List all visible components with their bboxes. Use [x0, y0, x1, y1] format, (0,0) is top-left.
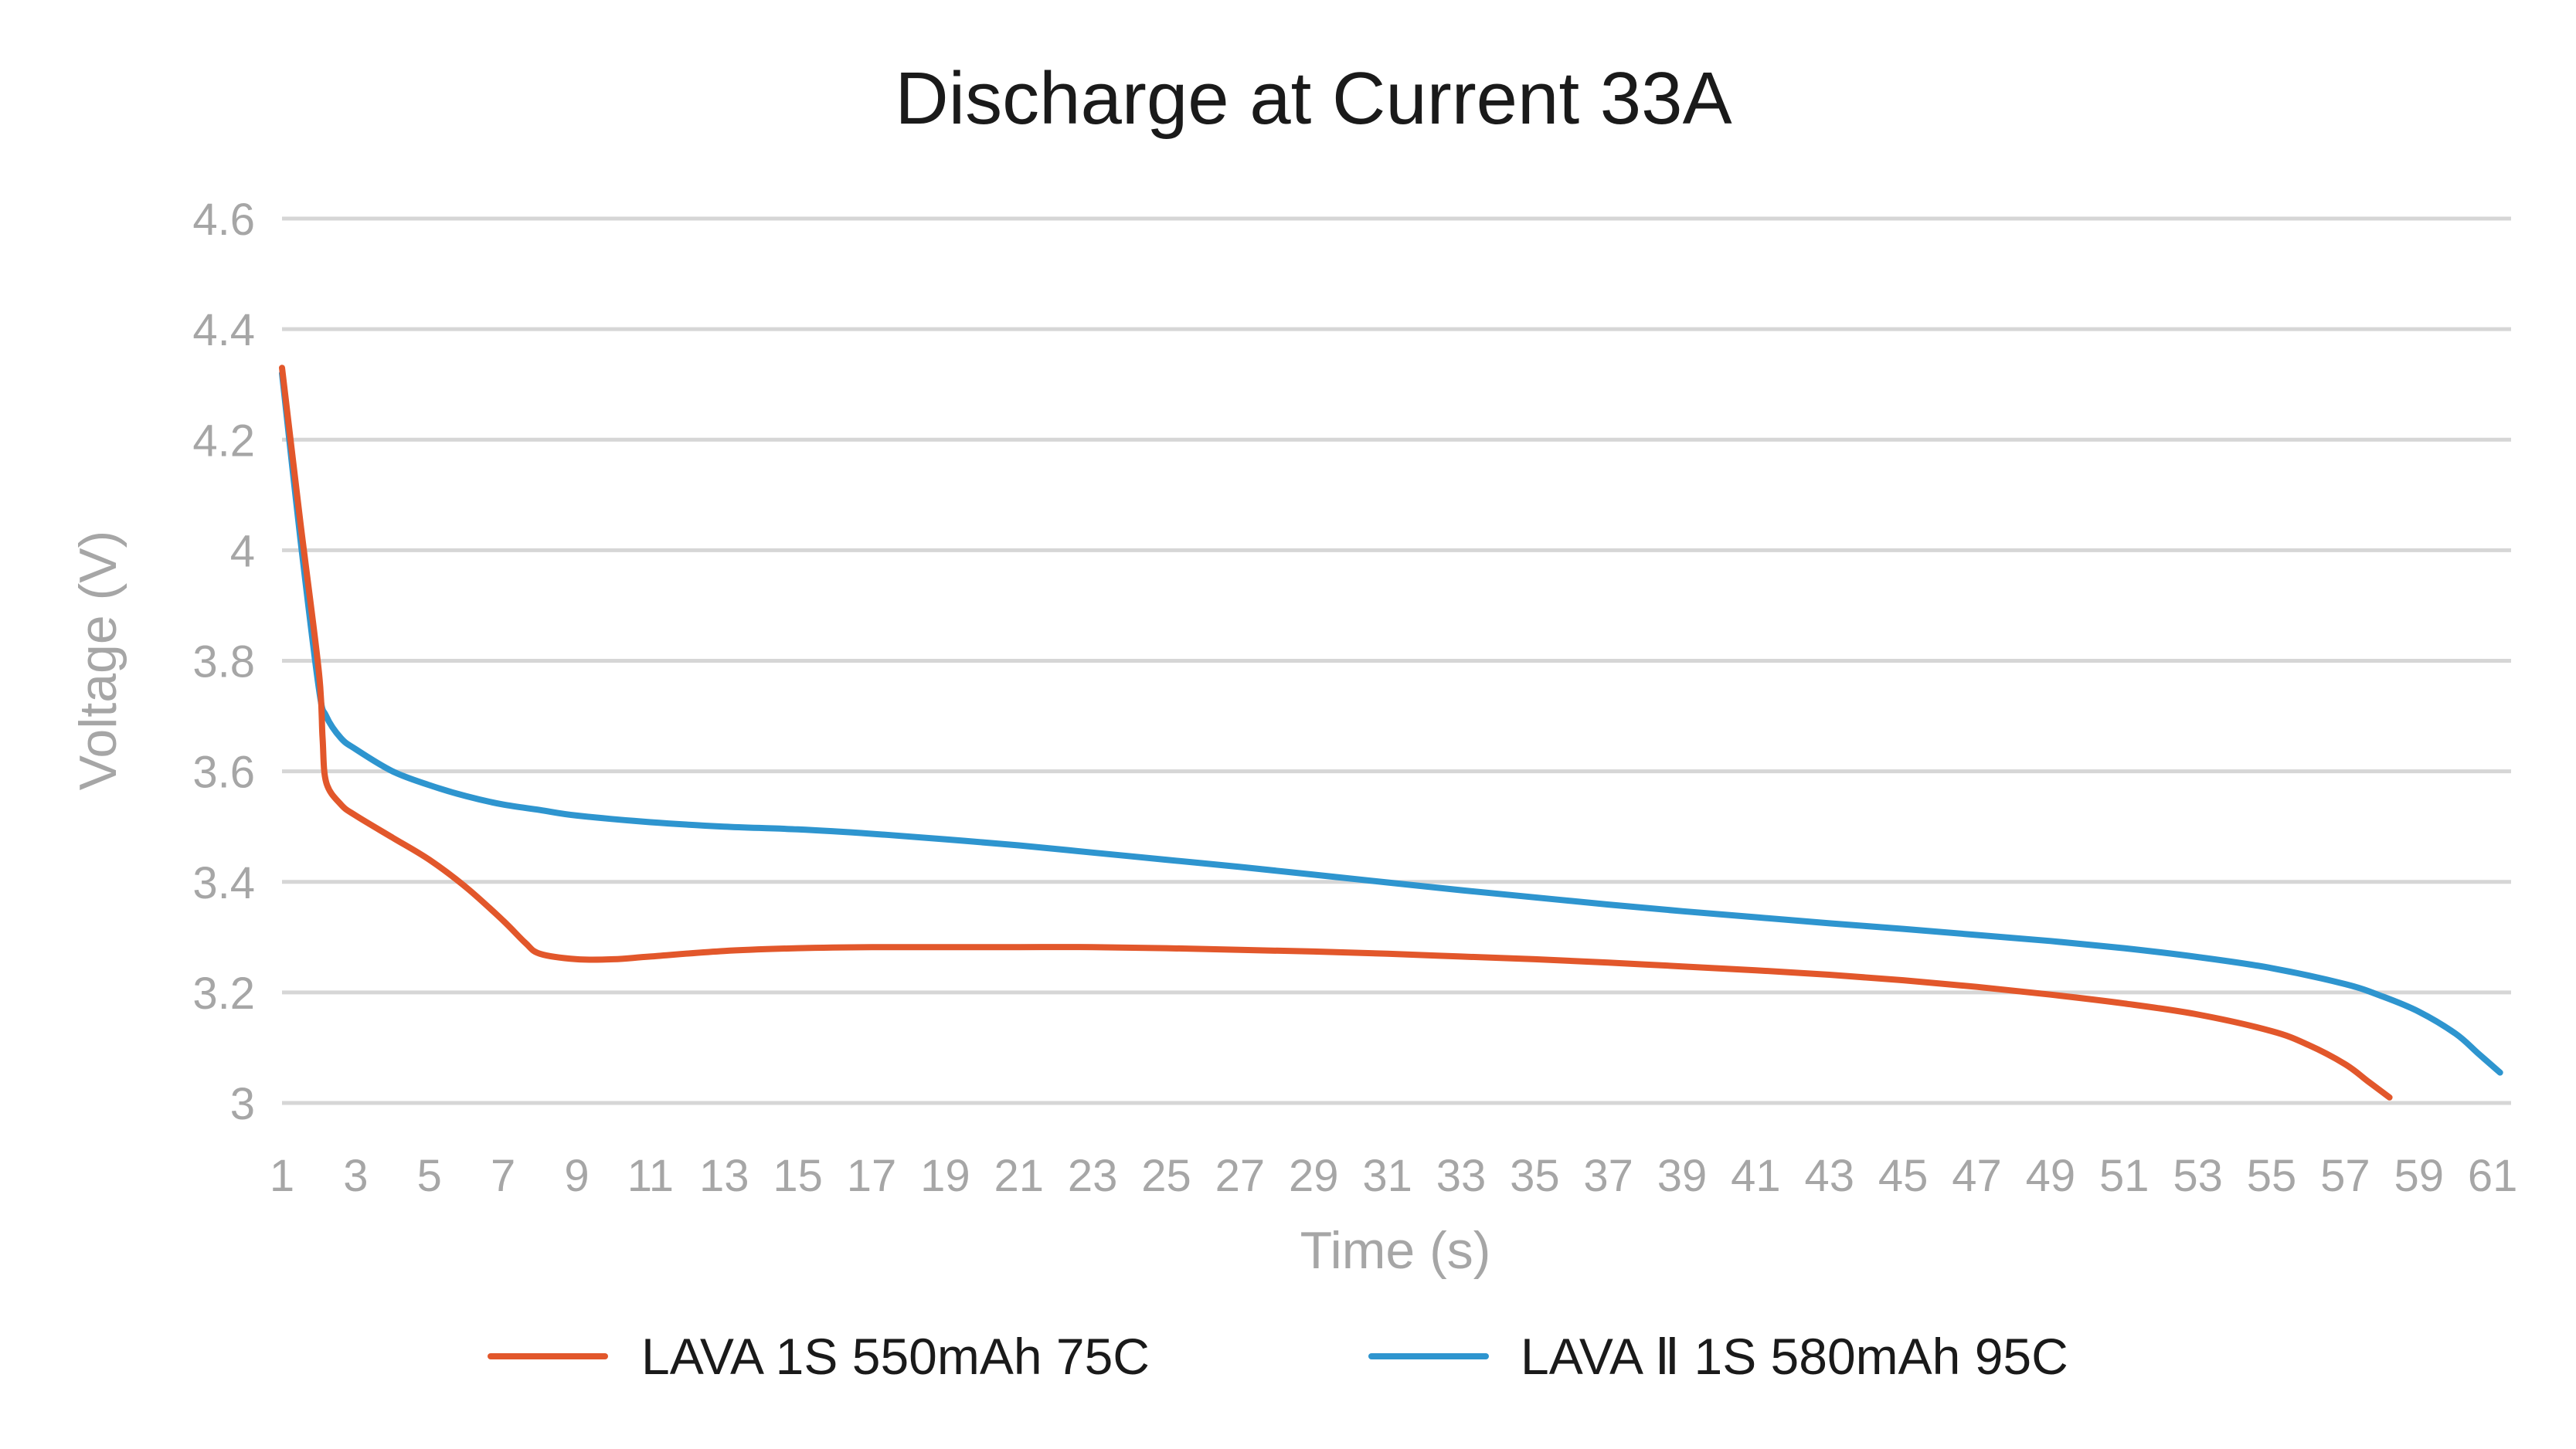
series-line-2	[279, 370, 2503, 1076]
y-tick-label: 4	[230, 526, 255, 576]
y-tick-label: 3	[230, 1079, 255, 1129]
legend-label: LAVA 1S 550mAh 75C	[641, 1328, 1150, 1385]
x-tick-label: 17	[847, 1151, 897, 1201]
y-tick-label: 3.6	[192, 748, 255, 798]
x-tick-label: 49	[2026, 1151, 2076, 1201]
y-tick-label: 3.2	[192, 969, 255, 1019]
x-tick-label: 29	[1289, 1151, 1339, 1201]
series-lines	[279, 365, 2503, 1101]
x-tick-label: 23	[1068, 1151, 1118, 1201]
x-tick-label: 43	[1805, 1151, 1855, 1201]
x-tick-label: 53	[2173, 1151, 2223, 1201]
x-tick-label: 7	[491, 1151, 515, 1201]
x-tick-label: 45	[1878, 1151, 1929, 1201]
series-line-1	[279, 365, 2393, 1101]
x-tick-label: 13	[699, 1151, 749, 1201]
x-tick-label: 1	[270, 1151, 294, 1201]
x-tick-label: 9	[564, 1151, 589, 1201]
y-tick-label: 4.6	[192, 195, 255, 245]
y-tick-label: 3.4	[192, 858, 255, 908]
legend-label: LAVA Ⅱ 1S 580mAh 95C	[1521, 1328, 2068, 1385]
x-tick-label: 59	[2394, 1151, 2445, 1201]
x-tick-label: 11	[627, 1151, 674, 1201]
x-tick-label: 27	[1215, 1151, 1266, 1201]
y-tick-label: 3.8	[192, 637, 255, 687]
x-tick-label: 39	[1657, 1151, 1708, 1201]
x-axis-title: Time (s)	[1300, 1221, 1491, 1280]
x-tick-label: 61	[2468, 1151, 2518, 1201]
x-tick-label: 21	[994, 1151, 1044, 1201]
x-tick-label: 47	[1952, 1151, 2002, 1201]
x-tick-label: 33	[1436, 1151, 1487, 1201]
y-tick-label: 4.2	[192, 416, 255, 466]
y-axis-ticks: 3 3.2 3.4 3.6 3.8 4 4.2 4.4 4.6	[192, 195, 255, 1129]
x-tick-label: 25	[1141, 1151, 1191, 1201]
x-tick-label: 31	[1362, 1151, 1412, 1201]
x-tick-label: 37	[1583, 1151, 1633, 1201]
x-tick-label: 5	[417, 1151, 442, 1201]
x-tick-label: 15	[773, 1151, 823, 1201]
x-tick-label: 55	[2247, 1151, 2297, 1201]
chart-title: Discharge at Current 33A	[895, 57, 1731, 140]
y-tick-label: 4.4	[192, 305, 255, 355]
x-tick-label: 3	[343, 1151, 368, 1201]
x-tick-label: 19	[920, 1151, 970, 1201]
x-tick-label: 57	[2320, 1151, 2370, 1201]
legend: LAVA 1S 550mAh 75C LAVA Ⅱ 1S 580mAh 95C	[488, 1328, 2068, 1385]
x-axis-ticks: 1 3 5 7 9 11 13 15 17 19 21 23 25 27 29 31 33 35 37 39 41 43 4…	[270, 1151, 2518, 1201]
y-axis-title: Voltage (V)	[69, 531, 127, 790]
gridlines	[282, 216, 2511, 1105]
x-tick-label: 41	[1731, 1151, 1781, 1201]
x-tick-label: 51	[2099, 1151, 2149, 1201]
x-tick-label: 35	[1510, 1151, 1560, 1201]
